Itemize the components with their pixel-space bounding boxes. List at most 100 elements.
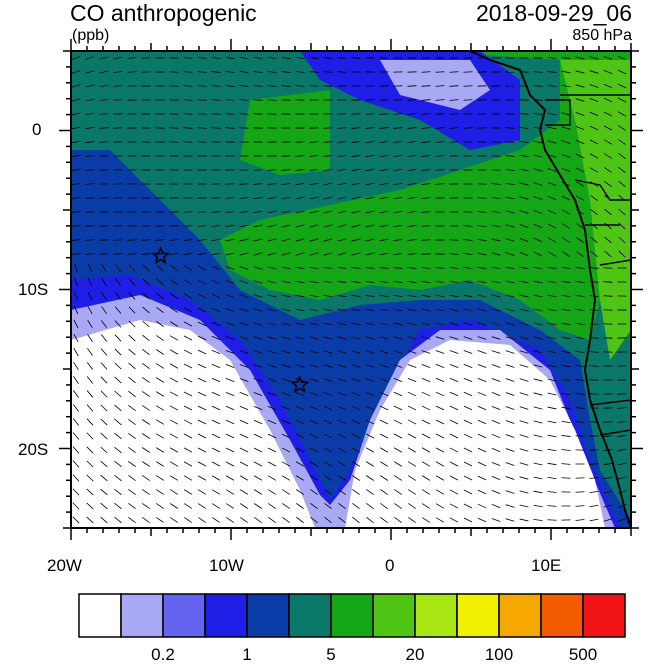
wind-barb	[421, 211, 431, 213]
wind-barb	[351, 350, 361, 354]
wind-barb	[239, 294, 249, 298]
wind-barb	[491, 378, 501, 382]
wind-barb	[590, 250, 598, 258]
wind-barb	[463, 377, 473, 383]
wind-barb	[435, 517, 445, 523]
wind-barb	[183, 349, 193, 355]
wind-barb	[477, 503, 487, 509]
wind-barb	[561, 223, 571, 229]
wind-barb	[463, 336, 473, 340]
wind-barb	[239, 224, 249, 228]
wind-barb	[351, 154, 361, 158]
wind-barb	[421, 405, 431, 411]
wind-barb	[477, 224, 487, 228]
wind-barb	[477, 308, 487, 312]
wind-barb	[505, 280, 515, 284]
wind-barb	[561, 392, 571, 396]
wind-barb	[281, 56, 291, 60]
wind-barb	[169, 377, 179, 383]
wind-barb	[309, 57, 319, 59]
wind-barb	[128, 334, 136, 342]
wind-barb	[617, 504, 627, 508]
wind-barb	[309, 336, 319, 340]
wind-barb	[575, 281, 585, 283]
wind-barb	[491, 210, 501, 214]
wind-barb	[337, 322, 347, 326]
wind-barb	[253, 224, 263, 228]
wind-barb	[71, 239, 81, 241]
wind-barb	[85, 141, 95, 143]
wind-barb	[604, 167, 612, 173]
wind-barb	[309, 364, 319, 368]
wind-barb	[225, 294, 235, 298]
wind-barb	[114, 418, 122, 426]
wind-barb	[393, 294, 403, 298]
wind-barb	[323, 392, 333, 396]
wind-barb	[505, 420, 515, 424]
wind-barb	[281, 419, 291, 425]
wind-barb	[225, 252, 235, 256]
wind-barb	[211, 252, 221, 256]
wind-barb	[477, 447, 487, 453]
wind-barb	[155, 405, 165, 411]
wind-barb	[295, 336, 305, 340]
wind-barb	[519, 154, 529, 158]
wind-barb	[211, 265, 221, 271]
wind-barb	[421, 308, 431, 312]
wind-barb	[142, 363, 150, 369]
wind-barb	[169, 433, 179, 439]
wind-barb	[323, 419, 333, 425]
wind-barb	[113, 239, 123, 241]
wind-barb	[128, 264, 136, 272]
wind-barb	[351, 433, 361, 439]
wind-barb	[505, 127, 515, 129]
wind-barb	[114, 404, 122, 412]
wind-barb	[309, 322, 319, 326]
wind-barb	[365, 447, 375, 453]
wind-barb	[379, 168, 389, 172]
wind-barb	[533, 364, 543, 368]
wind-barb	[477, 350, 487, 354]
wind-barb	[477, 336, 487, 340]
wind-barb	[323, 294, 333, 298]
wind-barb	[421, 294, 431, 298]
wind-barb	[589, 111, 599, 117]
wind-barb	[435, 113, 445, 115]
wind-barb	[71, 98, 81, 102]
wind-barb	[142, 517, 150, 523]
wind-barb	[449, 447, 459, 453]
wind-barb	[393, 377, 403, 383]
wind-barb	[463, 266, 473, 270]
wind-barb	[547, 112, 557, 116]
wind-barb	[519, 420, 529, 424]
wind-barb	[183, 57, 193, 59]
wind-barb	[435, 322, 445, 326]
wind-barb	[575, 56, 585, 60]
wind-barb	[184, 503, 192, 509]
wind-barb	[366, 502, 374, 510]
wind-barb	[365, 154, 375, 158]
wind-barb	[296, 489, 304, 495]
wind-barb	[463, 127, 473, 129]
wind-barb	[421, 239, 431, 241]
wind-barb	[449, 517, 459, 523]
wind-barb	[323, 447, 333, 453]
wind-barb	[477, 489, 487, 495]
wind-barb	[491, 405, 501, 411]
wind-barb	[421, 391, 431, 397]
wind-barb	[323, 308, 333, 312]
wind-barb	[351, 405, 361, 411]
wind-barb	[449, 308, 459, 312]
wind-barb	[491, 294, 501, 298]
wind-barb	[170, 517, 178, 523]
wind-barb	[435, 280, 445, 284]
wind-barb	[561, 237, 571, 243]
wind-barb	[86, 390, 94, 398]
wind-barb	[617, 111, 627, 117]
wind-barb	[407, 225, 417, 227]
wind-barb	[365, 267, 375, 269]
wind-barb	[435, 308, 445, 312]
wind-barb	[561, 280, 571, 284]
wind-barb	[351, 447, 361, 453]
wind-barb	[435, 419, 445, 425]
